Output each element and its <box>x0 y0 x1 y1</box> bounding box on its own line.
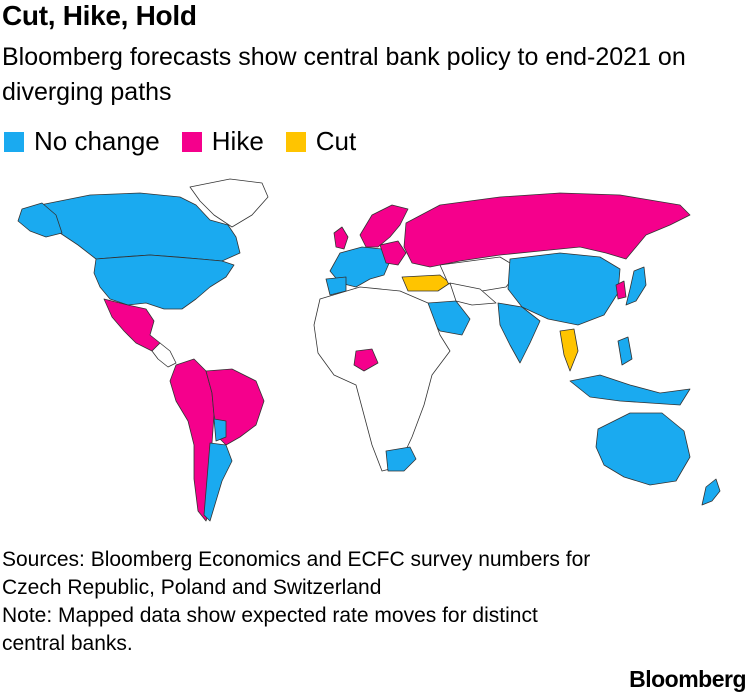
legend-item-cut: Cut <box>285 126 357 157</box>
region-india <box>497 302 541 364</box>
legend-label-no-change: No change <box>34 126 160 156</box>
sources-note: Sources: Bloomberg Economics and ECFC su… <box>2 548 591 599</box>
footer: Sources: Bloomberg Economics and ECFC su… <box>2 546 602 658</box>
brand-logo: Bloomberg <box>629 666 746 692</box>
region-scandinavia <box>359 204 409 248</box>
legend-swatch-no-change <box>4 131 24 152</box>
region-australia <box>595 412 691 486</box>
legend-label-hike: Hike <box>211 126 264 156</box>
region-china <box>507 252 621 326</box>
region-greenland <box>189 178 269 228</box>
region-usa <box>93 254 235 310</box>
region-japan <box>625 266 647 306</box>
legend-item-no-change: No change <box>4 126 160 157</box>
legend-label-cut: Cut <box>315 126 357 156</box>
chart-title: Cut, Hike, Hold <box>2 0 197 31</box>
data-note: Note: Mapped data show expected rate mov… <box>2 604 538 655</box>
region-indonesia <box>569 374 691 406</box>
legend: No change Hike Cut <box>4 126 378 157</box>
legend-swatch-hike <box>181 131 202 152</box>
region-korea <box>615 280 627 300</box>
world-map <box>17 178 721 522</box>
region-central-asia <box>439 256 521 294</box>
region-new-zealand <box>701 478 721 506</box>
region-russia <box>403 192 691 268</box>
region-alaska <box>17 202 63 238</box>
region-philippines <box>617 336 633 366</box>
region-central-america <box>151 342 177 368</box>
region-argentina <box>203 442 233 522</box>
chart-subtitle: Bloomberg forecasts show central bank po… <box>2 43 686 106</box>
region-brazil <box>205 368 265 446</box>
region-thailand <box>559 328 579 372</box>
region-mexico <box>103 298 161 352</box>
region-paraguay <box>213 418 227 442</box>
legend-swatch-cut <box>285 131 306 152</box>
legend-item-hike: Hike <box>181 126 264 157</box>
region-middle-east <box>449 282 497 306</box>
region-south-africa <box>385 446 417 472</box>
region-nigeria <box>353 348 379 372</box>
region-central-europe <box>379 240 407 266</box>
region-uk <box>333 226 349 250</box>
region-turkey <box>401 274 451 292</box>
region-morocco <box>325 276 347 296</box>
region-africa <box>313 286 451 472</box>
